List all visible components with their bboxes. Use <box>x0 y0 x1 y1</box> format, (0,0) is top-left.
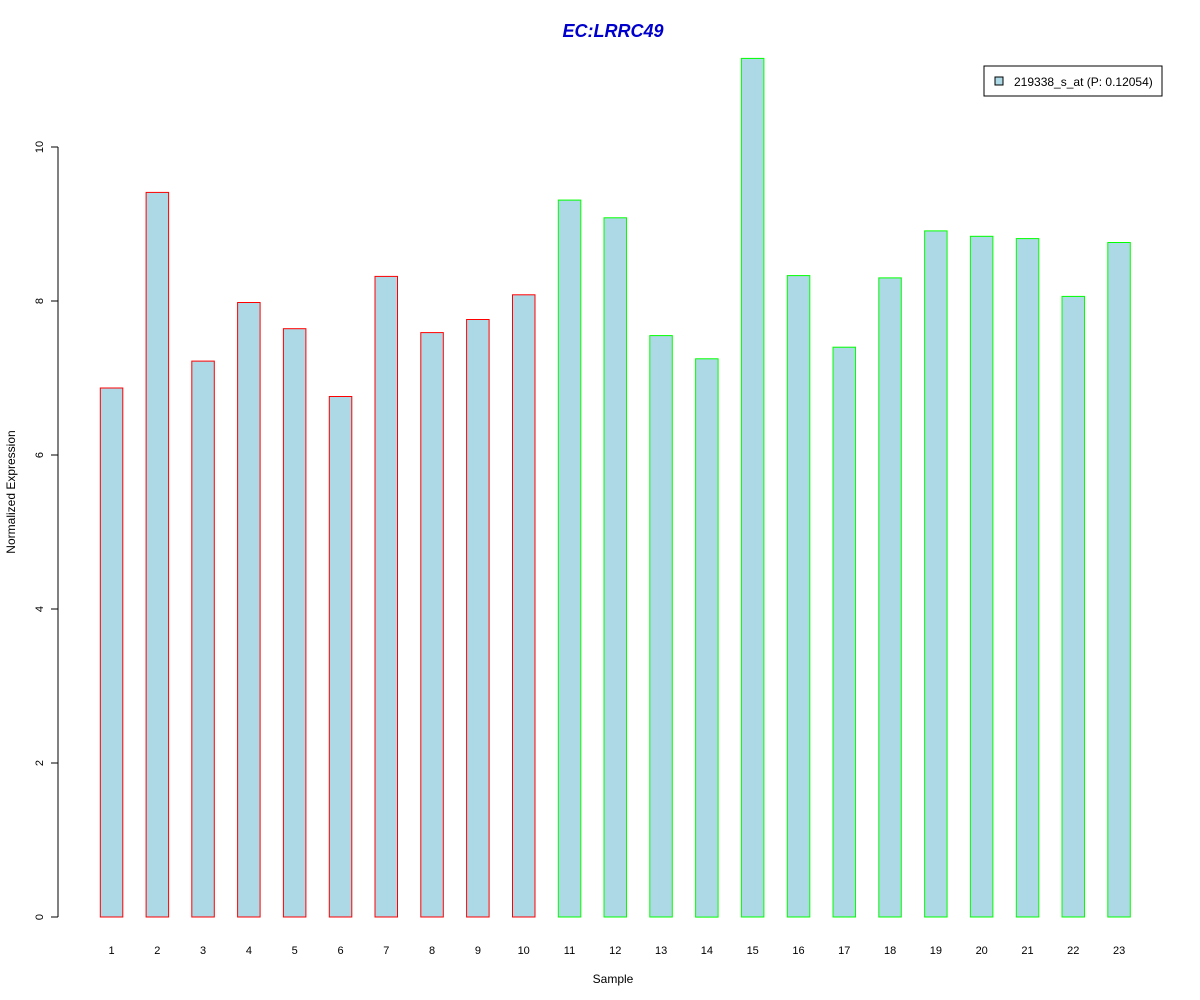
bar-sample-2 <box>145 191 170 918</box>
y-tick-label: 4 <box>34 606 46 612</box>
x-tick-label: 23 <box>1113 945 1125 957</box>
x-tick-labels: 1 2 3 4 5 6 7 8 9 10 11 12 13 14 15 16 17 18 19 20 21 22 23 <box>108 945 1125 957</box>
bar-sample-10 <box>512 294 536 918</box>
bar-sample-7 <box>374 275 398 918</box>
x-tick-label: 1 <box>108 945 114 957</box>
x-tick-label: 10 <box>518 945 530 957</box>
x-tick-label: 15 <box>747 945 759 957</box>
bar-sample-6 <box>328 396 353 918</box>
bar-sample-20 <box>969 235 994 918</box>
bar-sample-18 <box>878 277 902 918</box>
x-axis-label: Sample <box>593 972 634 986</box>
bar-sample-13 <box>649 335 673 918</box>
x-tick-label: 17 <box>838 945 850 957</box>
bar-sample-22 <box>1061 295 1085 918</box>
x-tick-label: 13 <box>655 945 667 957</box>
y-tick-label: 6 <box>34 452 46 458</box>
y-tick-label: 0 <box>34 914 46 920</box>
x-tick-label: 3 <box>200 945 206 957</box>
x-tick-label: 2 <box>154 945 160 957</box>
bar-sample-12 <box>603 217 627 918</box>
bar-sample-5 <box>282 328 307 918</box>
y-tick-label: 10 <box>34 141 46 153</box>
x-tick-label: 7 <box>383 945 389 957</box>
bar-sample-23 <box>1107 242 1131 918</box>
bar-sample-21 <box>1015 238 1040 918</box>
bar-sample-8 <box>420 332 444 918</box>
bar-sample-19 <box>924 230 948 918</box>
legend-label: 219338_s_at (P: 0.12054) <box>1014 75 1153 89</box>
bar-sample-14 <box>695 358 719 918</box>
x-tick-label: 18 <box>884 945 896 957</box>
legend: 219338_s_at (P: 0.12054) <box>983 65 1163 97</box>
x-tick-label: 19 <box>930 945 942 957</box>
x-tick-label: 6 <box>337 945 343 957</box>
bar-sample-16 <box>786 275 811 918</box>
x-tick-label: 4 <box>246 945 252 957</box>
y-tick-label: 8 <box>34 298 46 304</box>
y-tick-label: 2 <box>34 760 46 766</box>
x-tick-label: 14 <box>701 945 713 957</box>
y-axis-label: Normalized Expression <box>4 430 18 553</box>
bar-sample-15 <box>740 57 765 918</box>
x-tick-label: 5 <box>292 945 298 957</box>
legend-box <box>983 65 1163 97</box>
chart-title: EC:LRRC49 <box>562 21 663 41</box>
x-tick-label: 11 <box>564 945 575 957</box>
bar-sample-1 <box>99 387 124 918</box>
bar-sample-9 <box>466 319 490 918</box>
bar-sample-3 <box>191 360 215 918</box>
bar-sample-11 <box>557 199 582 918</box>
x-tick-label: 21 <box>1021 945 1033 957</box>
x-tick-label: 22 <box>1067 945 1079 957</box>
bar-sample-4 <box>237 302 261 918</box>
x-tick-label: 8 <box>429 945 435 957</box>
bars <box>99 57 1131 918</box>
x-tick-label: 9 <box>475 945 481 957</box>
bar-sample-17 <box>832 346 856 918</box>
x-tick-label: 12 <box>609 945 621 957</box>
x-tick-label: 20 <box>976 945 988 957</box>
legend-swatch <box>994 76 1004 86</box>
y-axis: 0 2 4 6 8 10 <box>34 141 59 920</box>
x-tick-label: 16 <box>792 945 804 957</box>
